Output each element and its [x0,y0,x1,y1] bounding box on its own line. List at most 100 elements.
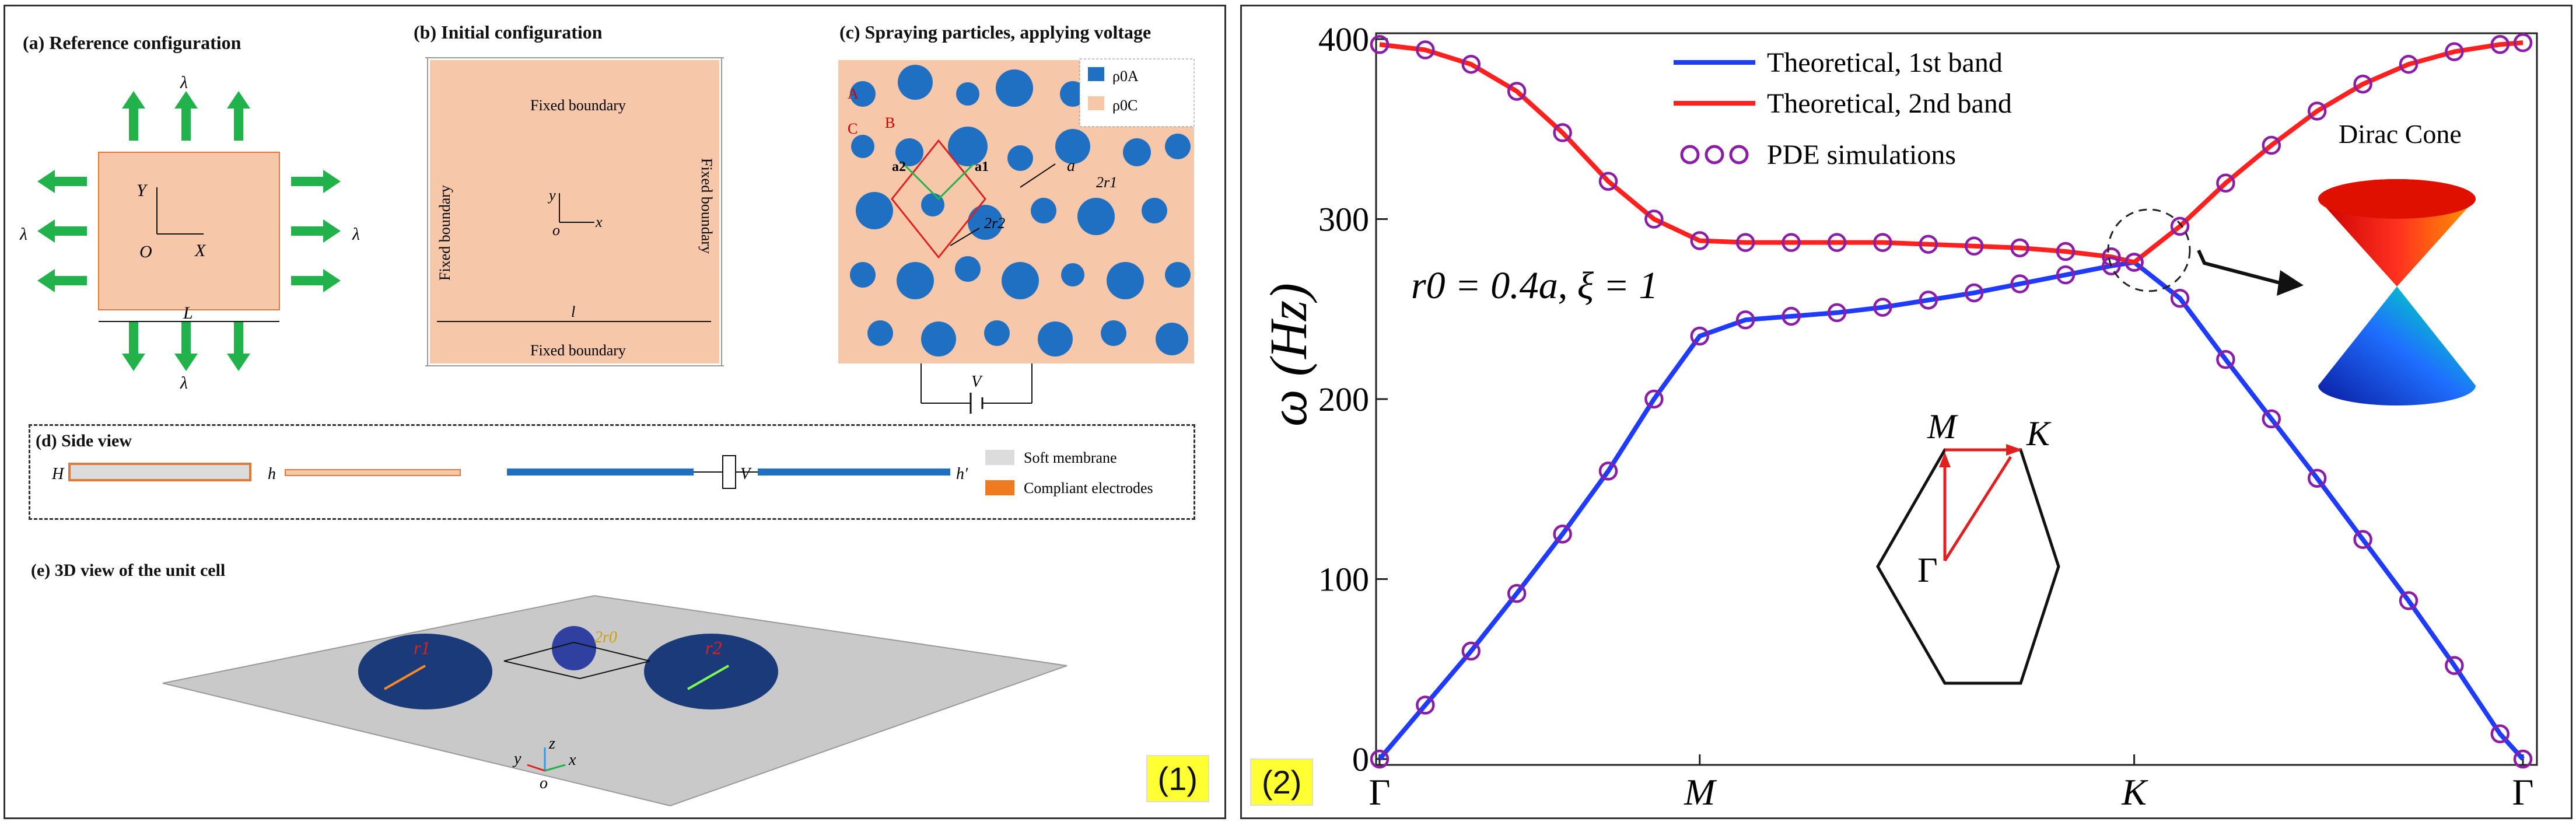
c-label-C: C [848,120,858,137]
y-tick-label: 100 [1318,561,1369,599]
sim-point-band2 [2307,102,2327,121]
dirac-arrow-head [2277,270,2304,296]
sim-point-band2 [1553,123,1572,142]
b-origin-o: o [552,222,560,239]
b-length-l: l [571,303,575,320]
legend-marker-1 [1680,145,1700,165]
y-tick-label: 400 [1318,20,1369,58]
sim-point-band1 [1827,303,1847,323]
e-axis-x: x [568,751,576,769]
sim-point-band1 [2353,530,2372,549]
sim-point-band1 [1690,326,1710,346]
sim-point-band1 [2170,288,2190,308]
c-label-2r1: 2r1 [1096,174,1117,191]
b-axis-y: y [547,187,556,204]
sim-point-band1 [1873,298,1892,317]
dirac-arrow-line [2197,249,2281,285]
sim-point-band2 [1782,233,1801,252]
sim-point-band2 [2399,54,2418,74]
sim-point-band2 [2216,173,2235,193]
c-legend-A: ρ0A [1112,68,1139,85]
sim-point-band1 [1735,310,1755,330]
sim-point-band1 [1553,525,1572,544]
dirac-cone-lower [2318,286,2476,405]
c-label-a2: a2 [892,159,906,174]
a-lambda-bottom: λ [180,373,188,393]
sim-point-band1 [2307,469,2327,488]
d-label-V: V [740,465,752,483]
sim-point-band1 [2513,749,2533,769]
c-label-2r2: 2r2 [984,215,1005,232]
sim-point-band2 [2170,216,2190,236]
legend-marker-3 [1729,145,1749,165]
e-label-2r0: 2r0 [594,628,617,646]
a-axis-X: X [194,241,206,260]
sim-point-band1 [1370,749,1390,769]
dirac-circle [2107,208,2191,292]
a-lambda-left: λ [19,225,27,244]
panel-2: (2) ω (Hz) 0 100 200 300 400 Γ M K Γ Theoretica… [1240,5,2572,819]
a-length-L: L [183,303,193,323]
y-tick-label: 0 [1352,740,1369,778]
sim-point-band2 [2353,74,2372,94]
c-label-B: B [885,114,895,131]
e-axis-y: y [512,750,522,768]
a-axis-Y: Y [136,181,148,200]
sim-point-band2 [1416,40,1435,60]
subfig-d-box [29,424,1195,520]
sim-point-band2 [1827,233,1847,252]
series-line-band2 [1379,40,2524,265]
sim-point-band1 [1644,389,1664,409]
sim-point-band2 [2056,242,2076,261]
y-axis-label: ω (Hz) [1260,283,1318,427]
y-tick-label: 200 [1318,380,1369,418]
subfig-d-diagram: H h V h′ Soft membrane Compliant electro… [51,449,1153,497]
sim-point-band2 [1919,235,1938,254]
subfig-c-title: (c) Spraying particles, applying voltage [839,22,1152,43]
panel-2-tag: (2) [1250,758,1314,806]
subfig-b-diagram: Fixed boundary Fixed boundary Fixed boun… [425,57,724,366]
legend-label-band2: Theoretical, 2nd band [1767,88,2012,119]
sim-point-band2 [1735,233,1755,252]
panel-1-tag: (1) [1146,755,1209,802]
sim-point-band1 [1416,695,1435,715]
b-bottom-label: Fixed boundary [530,342,626,359]
sim-point-band2 [1964,236,1984,256]
sim-point-band1 [2490,724,2510,744]
subfig-c-diagram: ρ0A ρ0C A B C a2 a1 a 2r1 2r2 V [838,58,1195,414]
a-lambda-top: λ [180,73,188,92]
e-axis-z: z [548,735,555,753]
subfig-a-title: (a) Reference configuration [23,32,242,53]
dirac-cone-upper-rim [2318,179,2476,219]
legend-label-band1: Theoretical, 1st band [1767,47,2003,78]
bz-gamma-to-k [1943,456,2013,562]
sim-point-band1 [2262,409,2281,429]
subfig-e-title: (e) 3D view of the unit cell [31,561,226,580]
sim-point-band1 [1507,583,1527,603]
sim-point-band2 [1598,172,1618,191]
c-legend-C: ρ0C [1112,97,1138,114]
series-line-band1 [1377,260,2525,761]
x-tick-label: Γ [1369,771,1391,813]
panel-1: (1) (a) Reference configuration λ λ λ λ … [4,5,1226,819]
b-left-label: Fixed boundary [436,185,453,281]
legend-marker-2 [1704,145,1724,165]
c-label-A: A [848,85,859,102]
b-right-label: Fixed boundary [698,158,715,254]
b-top-label: Fixed boundary [530,97,626,114]
parameter-annotation: r0 = 0.4a, ξ = 1 [1411,264,1658,307]
sim-point-band2 [2445,42,2464,61]
sim-point-band1 [2216,349,2235,369]
sim-point-band2 [1644,209,1664,229]
sim-point-band2 [1873,233,1892,252]
sim-point-band2 [2490,35,2510,54]
e-label-r1: r1 [414,637,430,658]
e-origin-o: o [540,774,548,792]
sim-point-band1 [2445,656,2464,675]
sim-point-band2 [2124,253,2144,272]
sim-point-band2 [1370,35,1390,54]
sim-point-band2 [1690,231,1710,250]
d-label-H: H [51,465,65,483]
subfig-a-diagram: λ λ λ λ Y X O L [19,73,360,393]
x-tick-label: K [2121,771,2148,813]
